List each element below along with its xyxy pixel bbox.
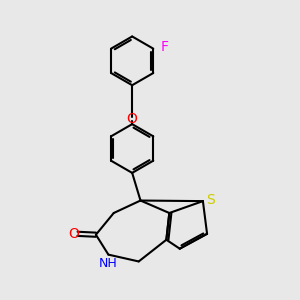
Text: NH: NH [98,257,117,270]
Text: S: S [206,193,215,207]
Text: O: O [68,227,79,241]
Text: O: O [127,112,138,126]
Text: F: F [160,40,169,54]
